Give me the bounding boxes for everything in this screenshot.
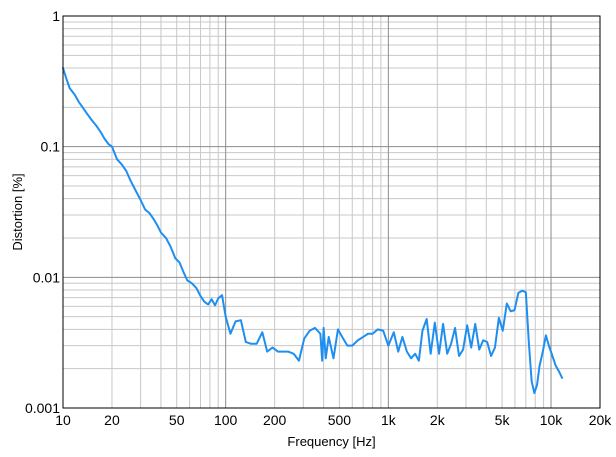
x-tick-label: 10k xyxy=(540,412,564,428)
x-axis-title: Frequency [Hz] xyxy=(287,434,375,449)
x-tick-label: 200 xyxy=(263,412,287,428)
x-tick-label: 20 xyxy=(104,412,120,428)
series-layer xyxy=(63,68,562,393)
x-tick-label: 5k xyxy=(495,412,511,428)
y-tick-label: 1 xyxy=(52,8,60,24)
x-tick-label: 20k xyxy=(589,412,613,428)
series-line-0 xyxy=(63,68,562,393)
x-tick-label: 2k xyxy=(430,412,446,428)
y-tick-label: 0.001 xyxy=(25,400,60,416)
x-tick-label: 1k xyxy=(381,412,397,428)
y-axis-title: Distortion [%] xyxy=(10,173,25,250)
y-tick-labels: 1 0.1 0.01 0.001 xyxy=(25,8,60,416)
y-tick-label: 0.01 xyxy=(33,269,60,285)
x-tick-labels: 10 20 50 100 200 500 1k 2k 5k 10k 20k xyxy=(55,412,612,428)
x-tick-label: 500 xyxy=(328,412,352,428)
x-tick-label: 100 xyxy=(214,412,238,428)
y-tick-label: 0.1 xyxy=(41,139,61,155)
x-tick-label: 50 xyxy=(169,412,185,428)
